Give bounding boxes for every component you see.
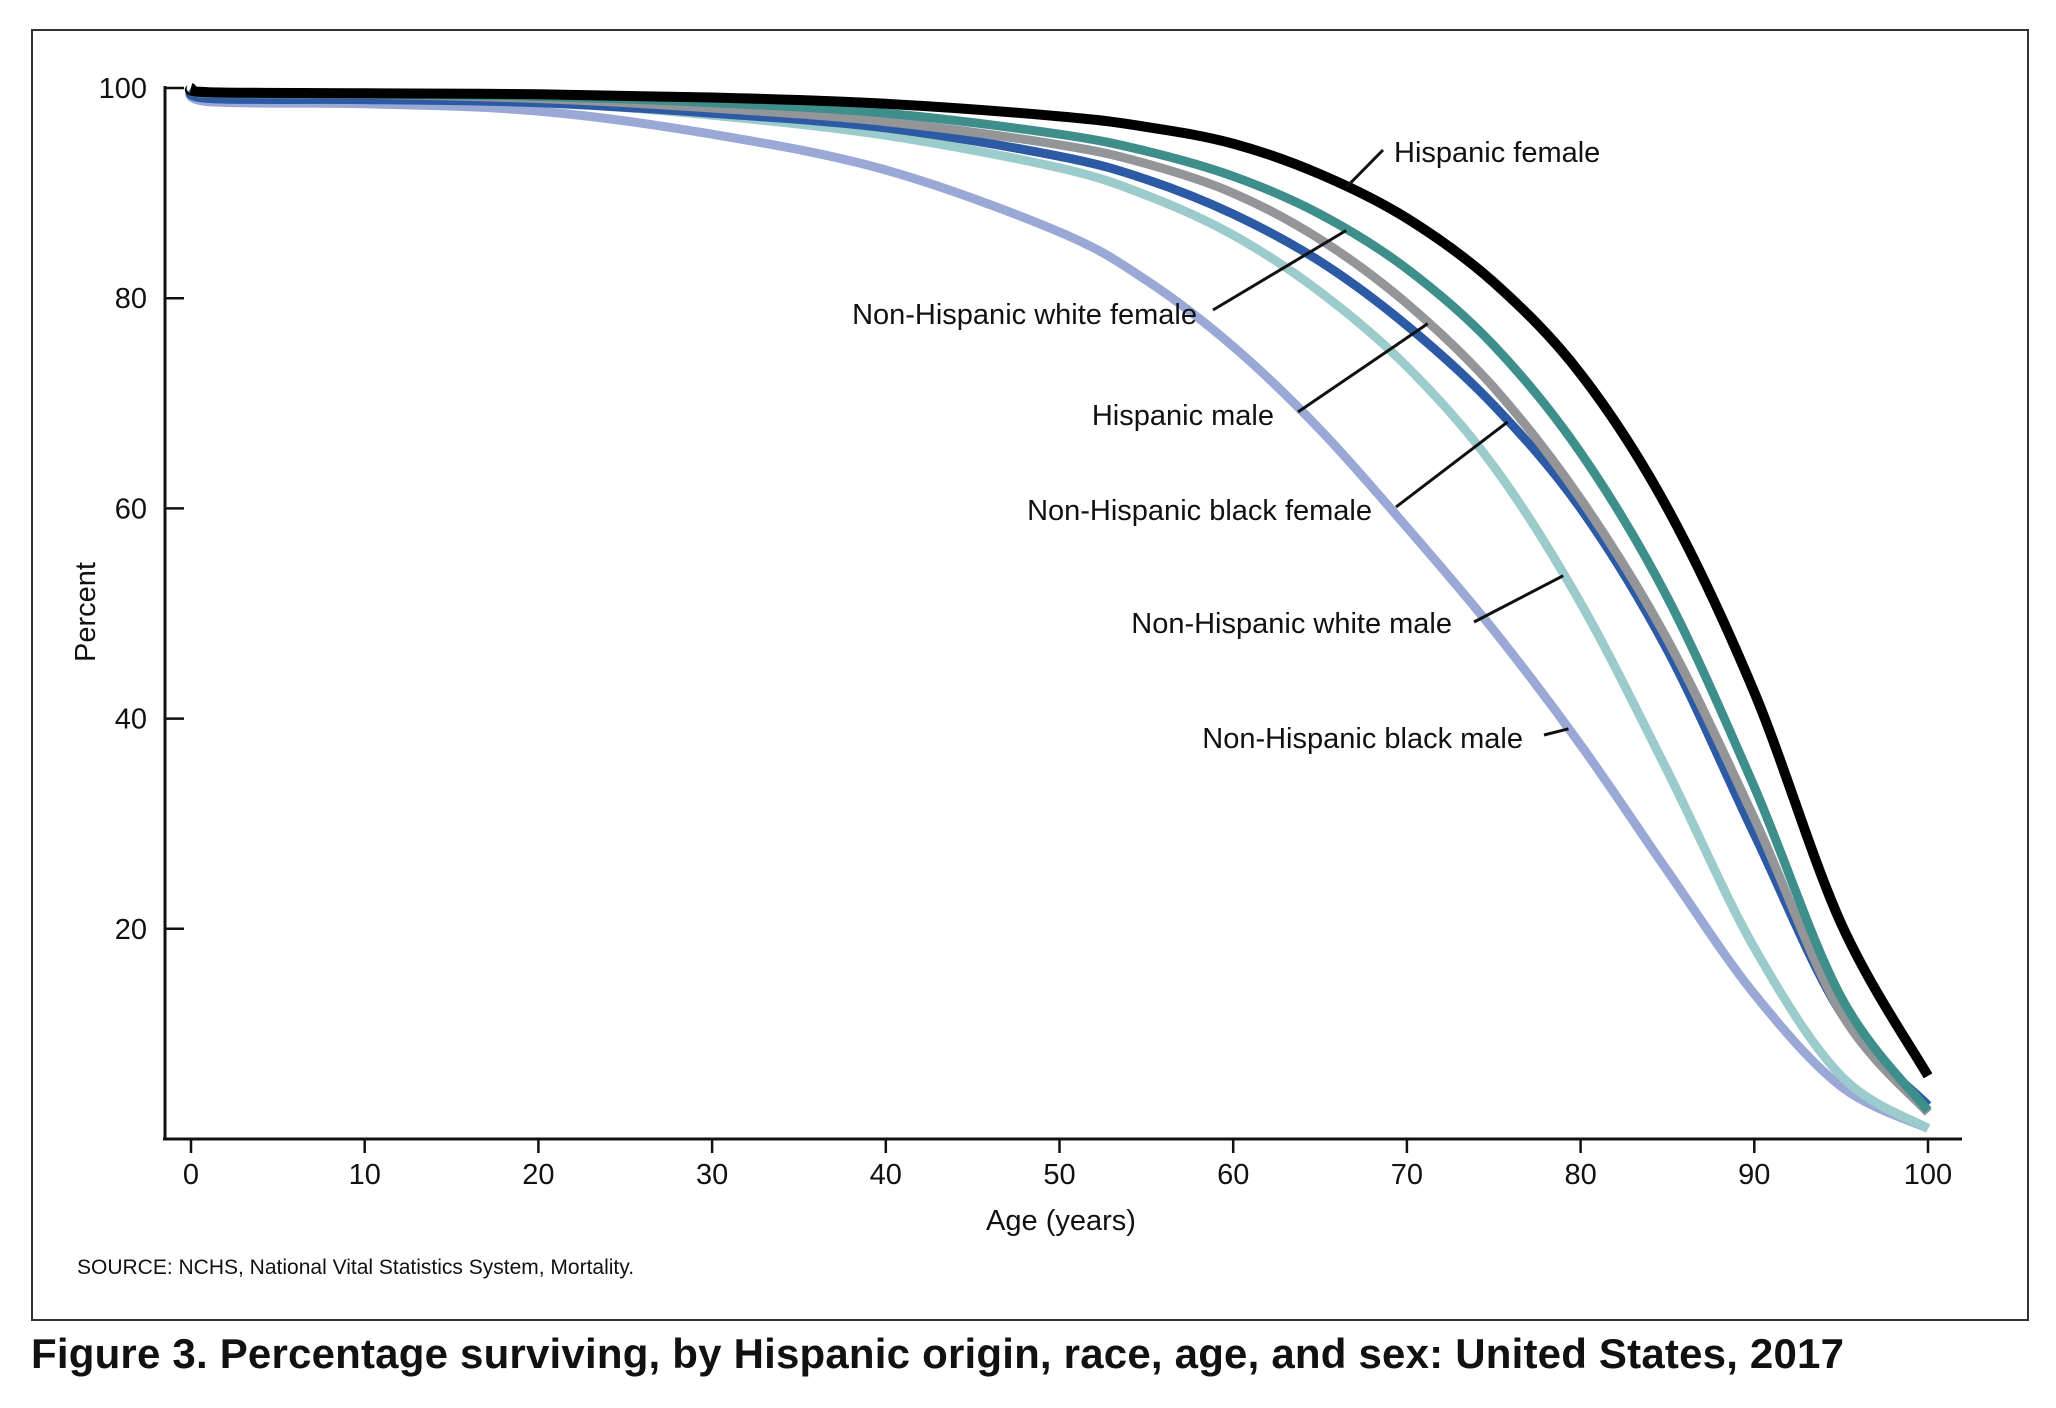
leader-line-non-hispanic-white-female (1212, 229, 1347, 312)
leader-line-non-hispanic-black-male (1543, 727, 1569, 737)
series-label-non-hispanic-white-male: Non-Hispanic white male (1131, 608, 1452, 640)
y-axis-title: Percent (70, 562, 102, 662)
ticks: 0 10 20 30 40 50 60 70 80 90 100 20 40 60 80 100 (99, 73, 1953, 1191)
series-line-non-hispanic-white-male (185, 83, 1931, 1133)
x-tick-label-70: 70 (1391, 1159, 1423, 1191)
series-labels: Hispanic female Non-Hispanic white female… (852, 137, 1600, 755)
x-tick-label-10: 10 (349, 1159, 381, 1191)
x-tick-label-80: 80 (1564, 1159, 1596, 1191)
axes (163, 86, 1962, 1141)
x-tick-label-50: 50 (1043, 1159, 1075, 1191)
x-tick-label-40: 40 (870, 1159, 902, 1191)
series-line-non-hispanic-black-male (185, 84, 1930, 1133)
series-line-non-hispanic-white-female (185, 83, 1932, 1114)
series-line-hispanic-female (184, 83, 1933, 1079)
x-tick-label-90: 90 (1738, 1159, 1770, 1191)
x-tick-label-20: 20 (522, 1159, 554, 1191)
source-note: SOURCE: NCHS, National Vital Statistics … (77, 1256, 634, 1279)
series-label-non-hispanic-black-female: Non-Hispanic black female (1027, 495, 1372, 527)
leader-line-non-hispanic-white-male (1473, 574, 1564, 624)
x-tick-label-60: 60 (1217, 1159, 1249, 1191)
x-tick-label-0: 0 (183, 1159, 199, 1191)
chart-frame (31, 29, 2029, 1321)
y-tick-label-60: 60 (115, 493, 147, 525)
y-tick-label-40: 40 (115, 704, 147, 736)
x-tick-label-100: 100 (1904, 1159, 1952, 1191)
series-lines (184, 83, 1933, 1133)
x-axis-title: Age (years) (986, 1205, 1136, 1237)
leader-line-hispanic-male (1297, 322, 1429, 414)
series-label-hispanic-female: Hispanic female (1394, 137, 1600, 169)
y-tick-label-100: 100 (99, 73, 147, 105)
x-tick-label-30: 30 (696, 1159, 728, 1191)
series-label-non-hispanic-white-female: Non-Hispanic white female (852, 299, 1197, 331)
y-tick-label-80: 80 (115, 283, 147, 315)
leader-lines (1212, 148, 1569, 737)
figure-caption: Figure 3. Percentage surviving, by Hispa… (31, 1330, 1845, 1377)
leader-line-hispanic-female (1345, 148, 1385, 189)
leader-line-non-hispanic-black-female (1395, 420, 1509, 509)
series-label-non-hispanic-black-male: Non-Hispanic black male (1202, 723, 1523, 755)
y-tick-label-20: 20 (115, 914, 147, 946)
series-label-hispanic-male: Hispanic male (1092, 400, 1274, 432)
